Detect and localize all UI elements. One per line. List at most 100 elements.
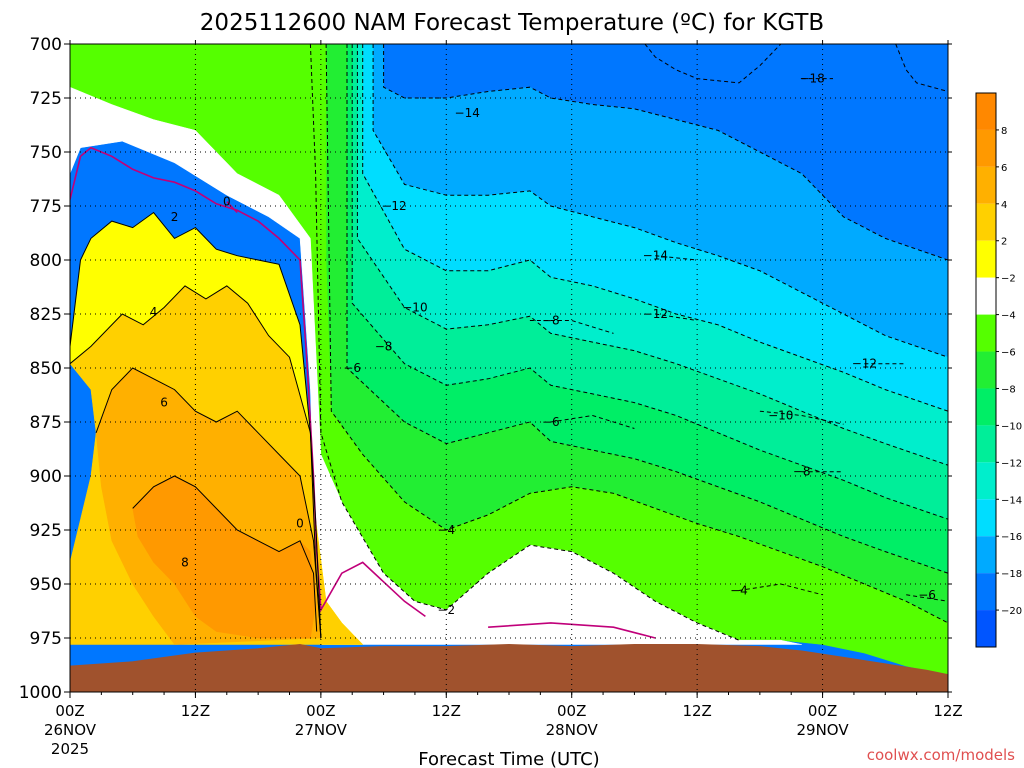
contour-line	[655, 313, 698, 321]
colorbar-label: −6	[1001, 348, 1016, 359]
contour-line	[325, 44, 948, 624]
y-tick-label: 750	[30, 143, 62, 163]
x-tick-label: 27NOV	[295, 721, 348, 739]
colorbar-label: 4	[1001, 200, 1007, 211]
colorbar-swatch	[976, 462, 996, 500]
contour-label: 0	[296, 517, 304, 531]
contour-label: −12	[852, 357, 877, 371]
x-axis-label: Forecast Time (UTC)	[418, 749, 599, 768]
contour-label: −2	[437, 603, 455, 617]
contour-label: −18	[799, 72, 824, 86]
contour-line	[895, 44, 948, 92]
contour-label: −6	[343, 361, 361, 375]
colorbar-swatch	[976, 610, 996, 647]
contour-line	[372, 44, 948, 358]
contour-label: −4	[730, 583, 748, 597]
y-tick-label: 775	[30, 197, 62, 217]
contour-label: −10	[768, 409, 793, 423]
y-tick-label: 925	[30, 521, 62, 541]
colorbar-swatch	[976, 499, 996, 537]
colorbar-swatch	[976, 425, 996, 463]
colorbar-label: −16	[1001, 532, 1022, 543]
colorbar-swatch	[976, 573, 996, 611]
contour-label: −14	[643, 249, 668, 263]
contour-line	[759, 410, 844, 425]
x-tick-label: 00Z	[557, 702, 586, 720]
colorbar-label: −14	[1001, 495, 1022, 506]
contour-label: −8	[542, 313, 560, 327]
contour-line	[70, 146, 426, 618]
colorbar-swatch	[976, 351, 996, 389]
y-tick-label: 850	[30, 359, 62, 379]
colorbar-label: 2	[1001, 237, 1007, 248]
y-tick-label: 875	[30, 413, 62, 433]
colorbar-label: 8	[1001, 126, 1007, 137]
contour-label: −8	[375, 339, 393, 353]
colorbar-legend: 8 6 4 2 −2 −4 −6 −8 −10 −12 −14 −16 −18 −20	[975, 92, 1022, 648]
contour-line	[309, 44, 740, 641]
colorbar-label: −10	[1001, 421, 1022, 432]
contour-label: −10	[402, 301, 427, 315]
contour-line	[351, 44, 948, 520]
x-tick-label: 28NOV	[546, 721, 599, 739]
contour-labels: 0 0 2 4 6 8 −2 −4 −4 −6 −6 −6 −8 −8 −8 −10 −10 −12 −12 −12 −…	[150, 72, 936, 617]
y-axis-ticks: 700 725 750 775 800 825 850 875 900 925 950 975 1000	[19, 35, 952, 703]
contour-line	[70, 285, 322, 639]
x-tick-label: 12Z	[432, 702, 461, 720]
colorbar-label: −4	[1001, 311, 1016, 322]
contour-label: 8	[181, 555, 189, 569]
colorbar-label: 6	[1001, 163, 1007, 174]
colorbar-label: −12	[1001, 458, 1022, 469]
contour-label: 6	[160, 396, 168, 410]
colorbar-swatch	[976, 166, 996, 204]
colorbar-swatch	[976, 240, 996, 278]
y-tick-label: 725	[30, 89, 62, 109]
ground-fill	[69, 643, 949, 693]
credit-text: coolwx.com/models	[867, 746, 1015, 764]
x-tick-label: 26NOV	[44, 721, 97, 739]
y-tick-label: 1000	[19, 683, 62, 703]
contour-line	[70, 211, 322, 639]
colorbar-label: −8	[1001, 384, 1016, 395]
contour-label: −14	[455, 106, 480, 120]
contour-label: −12	[643, 307, 668, 321]
contour-line	[529, 320, 614, 334]
contour-line	[655, 255, 698, 261]
contour-label: 4	[150, 305, 158, 319]
x-tick-label: 2025	[51, 740, 89, 758]
y-tick-label: 800	[30, 251, 62, 271]
contour-line	[906, 594, 948, 602]
colorbar-label: −2	[1001, 274, 1016, 285]
colorbar-swatch	[976, 536, 996, 574]
x-tick-label: 00Z	[808, 702, 837, 720]
colorbar-label: −20	[1001, 606, 1022, 617]
contour-label: 2	[171, 210, 179, 224]
temperature-regions	[70, 44, 948, 692]
colorbar-label: −18	[1001, 569, 1022, 580]
contour-label: −6	[918, 588, 936, 602]
y-tick-label: 950	[30, 575, 62, 595]
y-tick-label: 900	[30, 467, 62, 487]
colorbar-swatch	[976, 129, 996, 167]
colorbar-swatch	[976, 388, 996, 426]
colorbar-swatch	[976, 203, 996, 241]
colorbar-swatch	[976, 277, 996, 315]
x-tick-label: 12Z	[181, 702, 210, 720]
contour-label: −4	[437, 523, 455, 537]
y-tick-label: 825	[30, 305, 62, 325]
region-near-zero	[70, 86, 802, 645]
y-tick-label: 700	[30, 35, 62, 55]
y-tick-label: 975	[30, 629, 62, 649]
contour-line	[488, 622, 656, 639]
contour-label: −12	[381, 199, 406, 213]
ground-layer	[69, 643, 949, 693]
x-tick-label: 00Z	[306, 702, 335, 720]
contour-line	[644, 44, 782, 84]
contour-line	[132, 475, 318, 632]
contour-label: −6	[542, 415, 560, 429]
contour-label: −8	[793, 465, 811, 479]
x-tick-label: 12Z	[933, 702, 962, 720]
contour-line	[226, 201, 238, 214]
